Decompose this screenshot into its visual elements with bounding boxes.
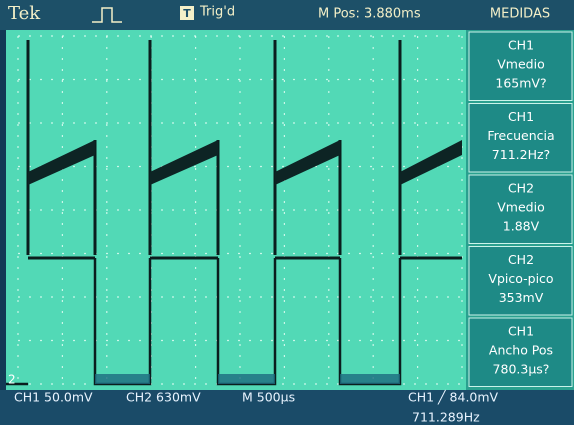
ch2-noise [340,374,400,384]
measure-value: 1.88V [503,219,540,234]
header-bar [0,0,574,30]
graticule-area [6,30,466,390]
measure-name: Vmedio [497,200,544,215]
measurement-list: CH1 Vmedio 165mV? CH1 Frecuencia 711.2Hz? CH2 V… [468,31,573,387]
trigger-setting: CH1 ╱ 84.0mV [408,390,499,405]
measure-source: CH2 [508,181,534,196]
measure-value: 165mV? [495,76,546,91]
measure-value: 353mV [499,290,544,305]
ch1-ramp [28,140,95,185]
ch2-scale: CH2 630mV [126,390,201,405]
measure-source: CH2 [508,252,534,267]
measure-name: Frecuencia [487,128,554,143]
measure-source: CH1 [508,324,534,339]
measure-box [468,103,573,173]
measure-name: Vpico-pico [488,271,553,286]
ch2-noise [95,374,150,384]
waveforms [6,40,462,386]
measure-box [468,31,573,101]
ch1-ramp [400,140,462,185]
timebase: M 500µs [242,390,295,405]
measure-name: Ancho Pos [489,343,553,358]
channel2-marker: 2 [8,373,16,387]
footer-bar [0,390,574,425]
ch2-noise [218,374,275,384]
edge-icon [92,7,122,23]
measure-value: 711.2Hz? [492,147,550,162]
measure-name: Vmedio [497,57,544,72]
trigger-status: Trig'd [199,5,235,20]
brand: Tek [8,3,41,24]
measure-source: CH1 [508,38,534,53]
measure-box [468,174,573,244]
ch1-scale: CH1 50.0mV [14,390,93,405]
trigger-frequency: 711.289Hz [412,410,480,425]
horizontal-position: M Pos: 3.880ms [318,7,421,22]
trigger-icon: T [183,7,191,20]
measure-value: 780.3µs? [493,362,550,377]
ch1-ramp [150,140,218,185]
ch1-ramp [275,140,340,185]
measure-box [468,317,573,387]
measure-box [468,246,573,316]
trigger-icon-box [180,6,194,20]
menu-title: MEDIDAS [490,7,550,22]
measure-source: CH1 [508,109,534,124]
